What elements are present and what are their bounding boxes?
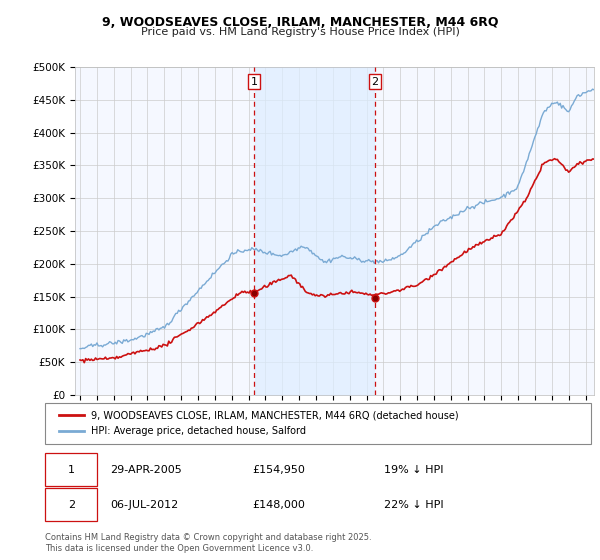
Text: 06-JUL-2012: 06-JUL-2012 (110, 500, 179, 510)
Text: 29-APR-2005: 29-APR-2005 (110, 465, 182, 475)
Text: 2: 2 (371, 77, 379, 87)
Text: Price paid vs. HM Land Registry's House Price Index (HPI): Price paid vs. HM Land Registry's House … (140, 27, 460, 37)
Text: 9, WOODSEAVES CLOSE, IRLAM, MANCHESTER, M44 6RQ: 9, WOODSEAVES CLOSE, IRLAM, MANCHESTER, … (102, 16, 498, 29)
Text: 22% ↓ HPI: 22% ↓ HPI (383, 500, 443, 510)
Text: £148,000: £148,000 (253, 500, 305, 510)
Text: 2: 2 (68, 500, 75, 510)
Legend: 9, WOODSEAVES CLOSE, IRLAM, MANCHESTER, M44 6RQ (detached house), HPI: Average p: 9, WOODSEAVES CLOSE, IRLAM, MANCHESTER, … (55, 407, 463, 440)
Text: 1: 1 (68, 465, 75, 475)
Text: Contains HM Land Registry data © Crown copyright and database right 2025.
This d: Contains HM Land Registry data © Crown c… (45, 533, 371, 553)
Text: £154,950: £154,950 (253, 465, 305, 475)
FancyBboxPatch shape (45, 488, 97, 521)
Text: 1: 1 (251, 77, 257, 87)
Text: 19% ↓ HPI: 19% ↓ HPI (383, 465, 443, 475)
FancyBboxPatch shape (45, 453, 97, 486)
